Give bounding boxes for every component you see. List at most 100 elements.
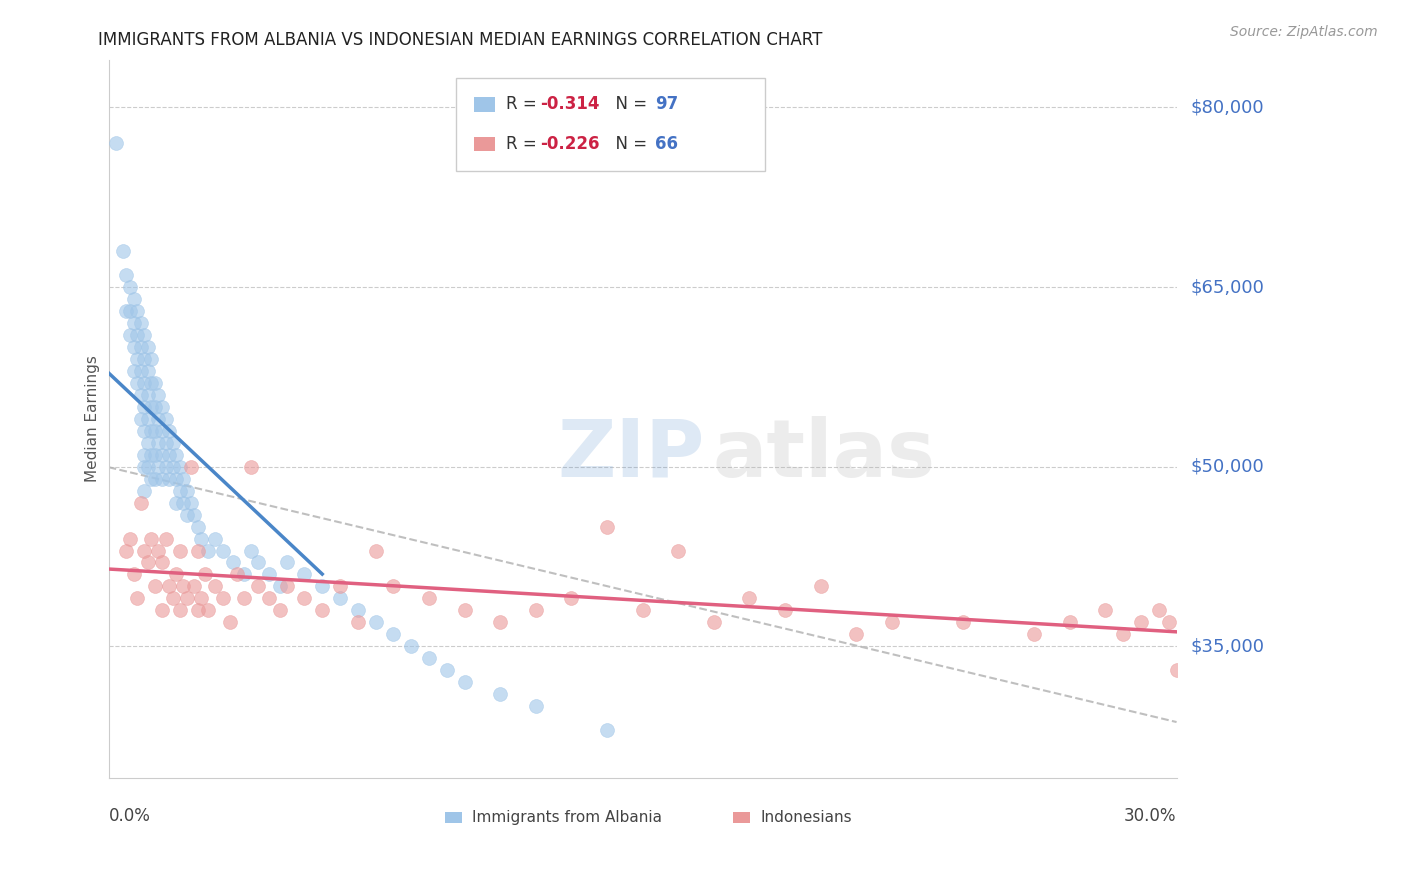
- Point: [157, 448, 180, 462]
- Point: [141, 400, 163, 414]
- Point: [165, 567, 187, 582]
- Point: [187, 603, 209, 617]
- Point: [129, 340, 152, 354]
- Point: [143, 400, 166, 414]
- Point: [143, 579, 166, 593]
- Point: [329, 591, 352, 606]
- Point: [136, 364, 159, 378]
- Text: ZIP: ZIP: [557, 416, 704, 494]
- Point: [218, 615, 240, 630]
- Point: [172, 579, 194, 593]
- Point: [162, 459, 184, 474]
- Point: [118, 328, 141, 343]
- Point: [134, 328, 156, 343]
- Point: [150, 556, 173, 570]
- Point: [489, 615, 512, 630]
- Point: [257, 567, 280, 582]
- Point: [257, 591, 280, 606]
- Point: [127, 591, 149, 606]
- Point: [1166, 663, 1188, 677]
- Point: [232, 567, 254, 582]
- Text: $35,000: $35,000: [1191, 637, 1264, 656]
- Text: Source: ZipAtlas.com: Source: ZipAtlas.com: [1230, 25, 1378, 39]
- Text: 66: 66: [655, 135, 679, 153]
- Point: [225, 567, 247, 582]
- Point: [197, 543, 219, 558]
- Point: [129, 364, 152, 378]
- Point: [294, 591, 316, 606]
- Point: [183, 579, 205, 593]
- Point: [141, 532, 163, 546]
- Text: $80,000: $80,000: [1191, 98, 1264, 117]
- Point: [269, 579, 291, 593]
- Bar: [474, 136, 495, 152]
- Point: [436, 663, 458, 677]
- Bar: [734, 812, 751, 823]
- Point: [115, 268, 138, 282]
- Point: [190, 532, 212, 546]
- Point: [197, 603, 219, 617]
- Point: [155, 412, 177, 426]
- Point: [880, 615, 903, 630]
- Point: [141, 376, 163, 390]
- Point: [1112, 627, 1135, 641]
- Point: [150, 400, 173, 414]
- Point: [329, 579, 352, 593]
- Point: [127, 328, 149, 343]
- Point: [176, 508, 198, 522]
- Point: [150, 448, 173, 462]
- Point: [453, 603, 475, 617]
- Point: [596, 723, 619, 738]
- Point: [169, 483, 191, 498]
- Text: -0.226: -0.226: [540, 135, 599, 153]
- Y-axis label: Median Earnings: Median Earnings: [86, 355, 100, 483]
- Point: [141, 448, 163, 462]
- Point: [143, 424, 166, 438]
- Point: [165, 448, 187, 462]
- Point: [666, 543, 689, 558]
- Point: [143, 472, 166, 486]
- Point: [187, 519, 209, 533]
- Point: [122, 364, 145, 378]
- Point: [122, 316, 145, 330]
- Point: [382, 579, 405, 593]
- Point: [1094, 603, 1116, 617]
- Point: [172, 472, 194, 486]
- Point: [104, 136, 127, 151]
- Text: R =: R =: [506, 135, 541, 153]
- Point: [524, 603, 547, 617]
- Point: [136, 412, 159, 426]
- Point: [134, 424, 156, 438]
- Point: [1130, 615, 1153, 630]
- Point: [155, 459, 177, 474]
- Point: [176, 483, 198, 498]
- Point: [150, 424, 173, 438]
- Point: [157, 579, 180, 593]
- Point: [155, 532, 177, 546]
- Text: N =: N =: [605, 135, 652, 153]
- Point: [129, 412, 152, 426]
- Point: [134, 400, 156, 414]
- Point: [141, 351, 163, 366]
- Point: [134, 483, 156, 498]
- Text: N =: N =: [605, 95, 652, 113]
- Point: [1024, 627, 1046, 641]
- Point: [148, 543, 170, 558]
- Point: [311, 603, 333, 617]
- Point: [276, 556, 298, 570]
- Bar: [446, 812, 463, 823]
- Point: [204, 579, 226, 593]
- Point: [240, 543, 263, 558]
- Point: [148, 459, 170, 474]
- Point: [247, 579, 270, 593]
- Point: [134, 351, 156, 366]
- Point: [169, 459, 191, 474]
- Point: [122, 340, 145, 354]
- Point: [129, 388, 152, 402]
- Point: [136, 435, 159, 450]
- Point: [311, 579, 333, 593]
- Point: [346, 603, 368, 617]
- Text: 0.0%: 0.0%: [108, 806, 150, 825]
- Point: [810, 579, 832, 593]
- Bar: [474, 97, 495, 112]
